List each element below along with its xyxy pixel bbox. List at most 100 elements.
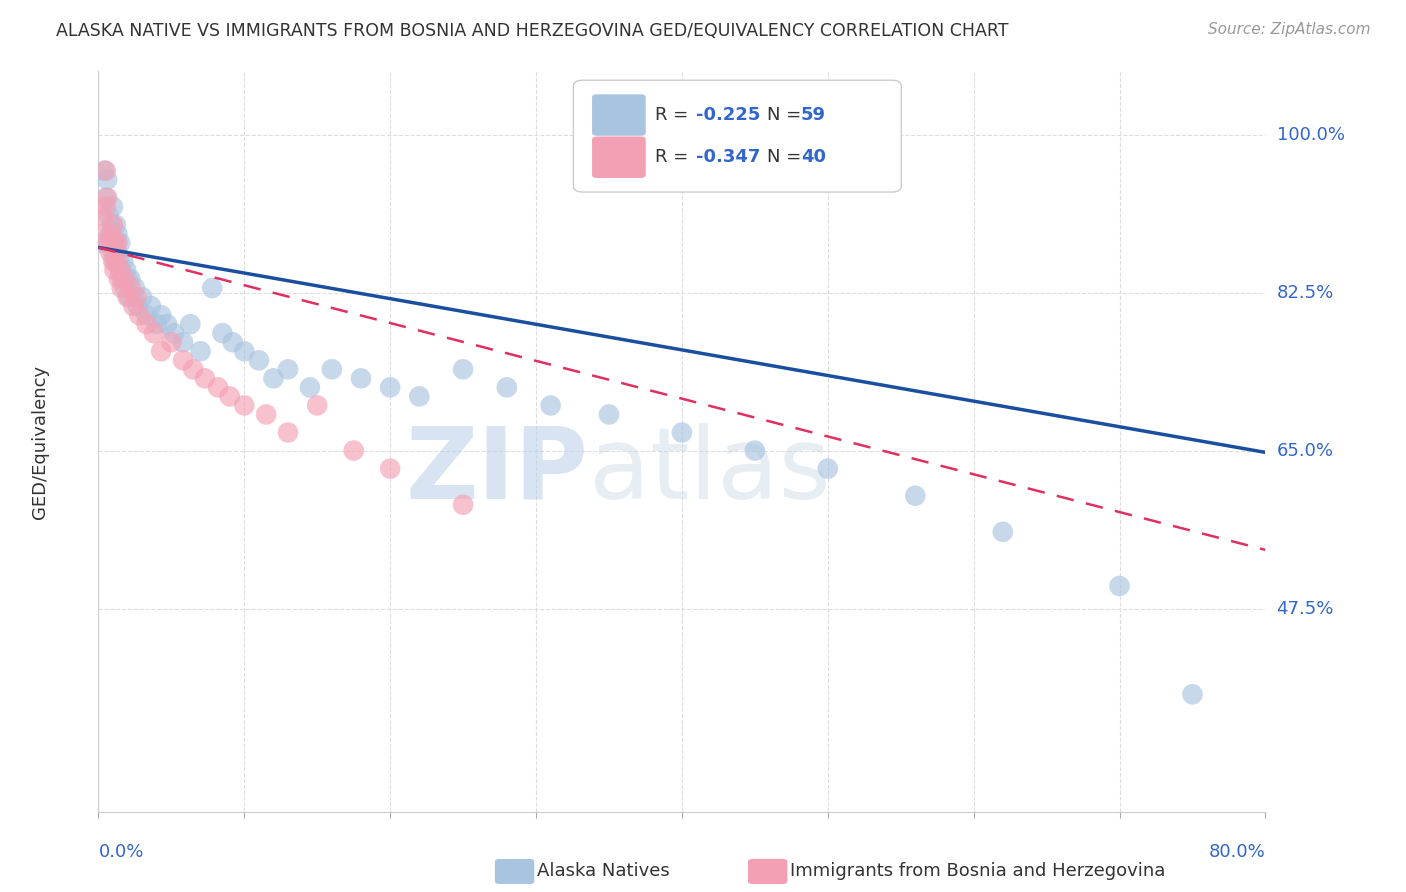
Point	[118, 290, 141, 304]
Point	[163, 326, 186, 341]
Point	[194, 371, 217, 385]
Text: 100.0%: 100.0%	[1277, 126, 1344, 144]
Point	[103, 263, 125, 277]
Point	[110, 235, 132, 250]
Point	[94, 191, 117, 205]
Point	[103, 235, 125, 250]
Point	[233, 399, 256, 413]
Point	[101, 200, 124, 214]
Point	[91, 209, 114, 223]
FancyBboxPatch shape	[592, 136, 645, 178]
Point	[105, 235, 128, 250]
Point	[104, 235, 127, 250]
Text: R =: R =	[655, 106, 695, 124]
Point	[350, 371, 373, 385]
Point	[247, 353, 270, 368]
Point	[90, 235, 112, 250]
Text: atlas: atlas	[589, 423, 830, 520]
Point	[160, 335, 183, 350]
Point	[97, 235, 120, 250]
Point	[111, 272, 134, 286]
Text: GED/Equivalency: GED/Equivalency	[31, 365, 49, 518]
Point	[172, 335, 194, 350]
Point	[115, 263, 138, 277]
Point	[321, 362, 343, 376]
Point	[1108, 579, 1130, 593]
Point	[96, 172, 118, 186]
Point	[408, 389, 430, 403]
Point	[380, 380, 402, 394]
Point	[120, 272, 142, 286]
Point	[277, 362, 299, 376]
Text: R =: R =	[655, 148, 695, 166]
Text: 0.0%: 0.0%	[98, 843, 143, 862]
Point	[451, 498, 474, 512]
FancyBboxPatch shape	[592, 95, 645, 136]
Text: 59: 59	[801, 106, 825, 124]
Point	[277, 425, 299, 440]
Point	[135, 317, 157, 331]
Point	[817, 461, 839, 475]
Point	[111, 281, 134, 295]
Text: 82.5%: 82.5%	[1277, 284, 1334, 301]
FancyBboxPatch shape	[574, 80, 901, 192]
Point	[97, 209, 120, 223]
Point	[150, 308, 173, 322]
Point	[179, 317, 201, 331]
Point	[105, 244, 128, 259]
Point	[744, 443, 766, 458]
Text: N =: N =	[768, 148, 807, 166]
Point	[108, 254, 131, 268]
Point	[298, 380, 321, 394]
Text: 80.0%: 80.0%	[1209, 843, 1265, 862]
Text: ALASKA NATIVE VS IMMIGRANTS FROM BOSNIA AND HERZEGOVINA GED/EQUIVALENCY CORRELAT: ALASKA NATIVE VS IMMIGRANTS FROM BOSNIA …	[56, 22, 1008, 40]
Point	[1181, 687, 1204, 701]
Point	[105, 227, 128, 241]
Text: 65.0%: 65.0%	[1277, 442, 1333, 459]
Point	[991, 524, 1014, 539]
Point	[94, 163, 117, 178]
Point	[122, 299, 145, 313]
Point	[307, 399, 329, 413]
Point	[172, 353, 194, 368]
Point	[146, 317, 169, 331]
Text: Source: ZipAtlas.com: Source: ZipAtlas.com	[1208, 22, 1371, 37]
Point	[218, 389, 240, 403]
Point	[135, 308, 157, 322]
Point	[94, 200, 117, 214]
Point	[112, 254, 135, 268]
Point	[671, 425, 693, 440]
Text: Immigrants from Bosnia and Herzegovina: Immigrants from Bosnia and Herzegovina	[790, 863, 1166, 880]
Point	[127, 299, 149, 313]
Point	[128, 308, 150, 322]
Point	[105, 254, 128, 268]
Point	[110, 263, 132, 277]
Point	[117, 272, 139, 286]
Text: 40: 40	[801, 148, 825, 166]
Point	[233, 344, 256, 359]
Point	[201, 281, 224, 295]
Point	[181, 362, 204, 376]
Text: -0.347: -0.347	[696, 148, 761, 166]
Point	[98, 227, 121, 241]
Point	[117, 290, 139, 304]
Point	[540, 399, 562, 413]
Point	[101, 218, 124, 232]
Point	[104, 244, 127, 259]
Point	[96, 191, 118, 205]
Point	[125, 290, 148, 304]
Point	[190, 344, 212, 359]
Point	[451, 362, 474, 376]
Point	[98, 244, 121, 259]
Point	[124, 281, 146, 295]
Point	[254, 408, 277, 422]
Point	[131, 290, 153, 304]
Point	[904, 489, 927, 503]
Point	[100, 218, 122, 232]
Text: Alaska Natives: Alaska Natives	[537, 863, 669, 880]
Text: ZIP: ZIP	[406, 423, 589, 520]
Point	[100, 227, 122, 241]
Text: -0.225: -0.225	[696, 106, 761, 124]
Text: N =: N =	[768, 106, 807, 124]
Point	[262, 371, 284, 385]
